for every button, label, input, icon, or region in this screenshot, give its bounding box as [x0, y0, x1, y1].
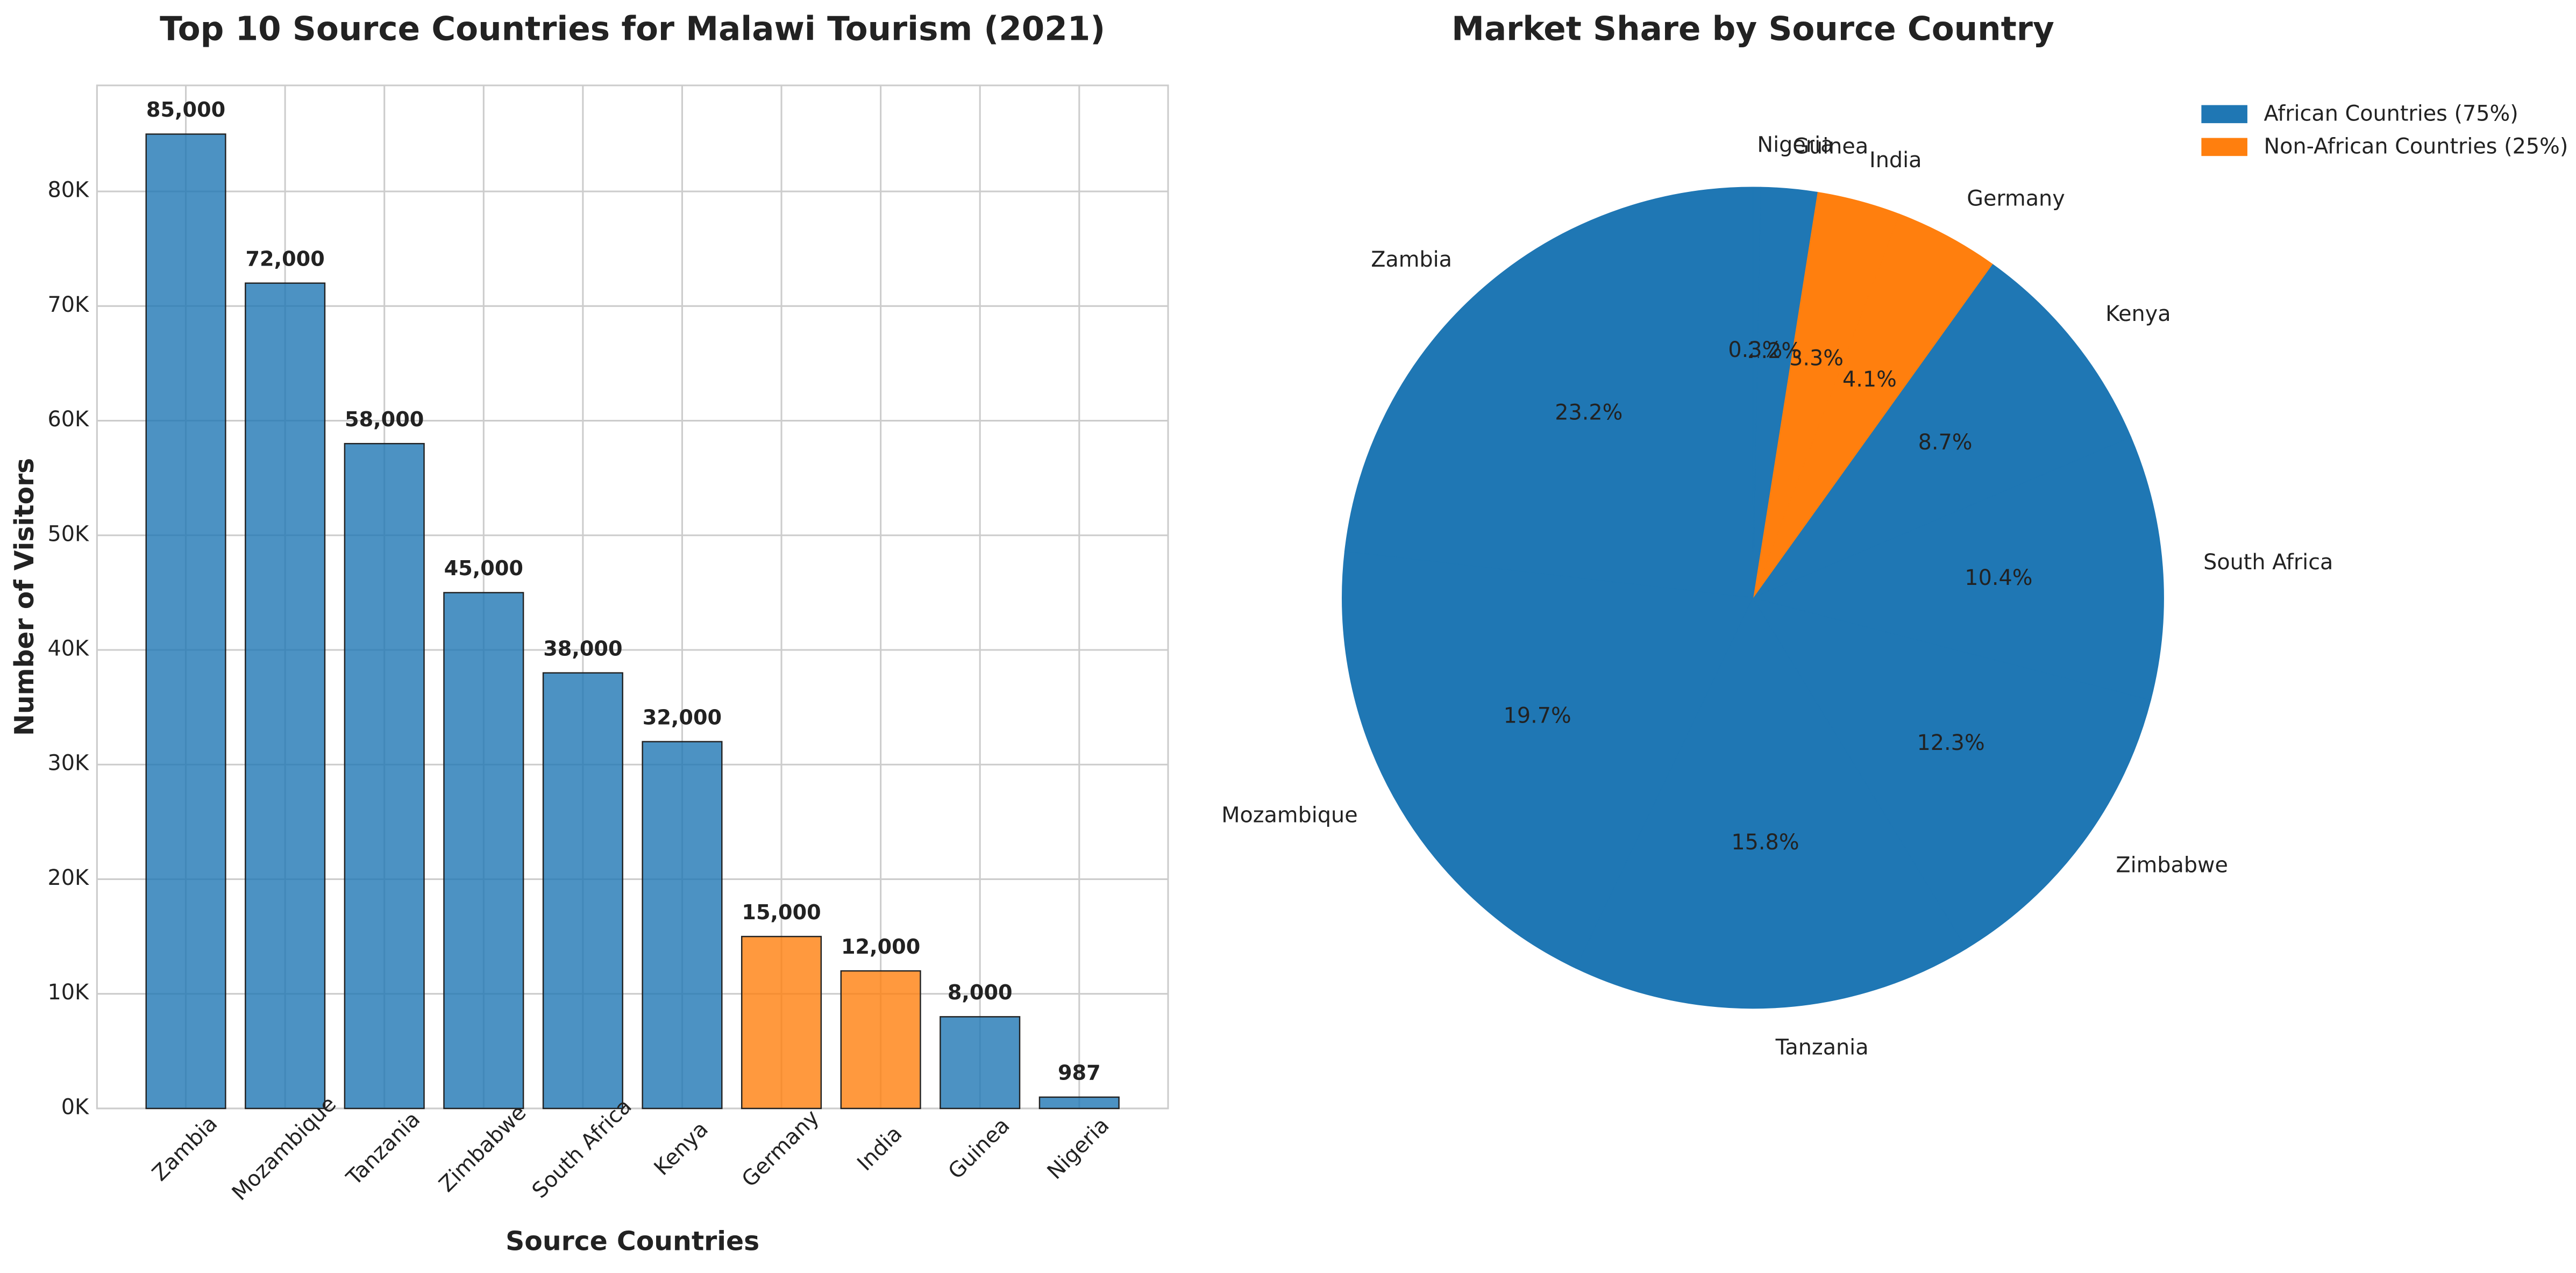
x-tick-label: Guinea: [943, 1113, 1014, 1184]
bar: [443, 592, 524, 1110]
x-tick-label: Kenya: [649, 1117, 713, 1180]
legend-label: Non-African Countries (25%): [2264, 134, 2568, 159]
value-label: 12,000: [841, 935, 920, 959]
bar: [940, 1016, 1021, 1110]
bar: [245, 282, 326, 1110]
y-tick-label: 30K: [48, 751, 90, 776]
slice-label: Kenya: [2105, 302, 2171, 326]
y-tick-label: 70K: [48, 292, 90, 317]
bar: [1038, 1096, 1120, 1110]
slice-label: Nigeria: [1757, 132, 1833, 157]
value-label: 85,000: [146, 98, 225, 122]
x-tick-label: Germany: [737, 1105, 824, 1192]
pie-slice: [1752, 187, 1761, 598]
percent-label: 4.1%: [1842, 367, 1897, 392]
bar: [840, 970, 921, 1110]
x-axis-label: Source Countries: [506, 1226, 759, 1256]
value-label: 32,000: [643, 706, 722, 730]
value-label: 15,000: [742, 901, 821, 925]
y-tick-label: 40K: [48, 636, 90, 661]
y-axis-label: Number of Visitors: [9, 458, 40, 736]
percent-label: 15.8%: [1731, 830, 1799, 855]
legend-swatch: [2201, 105, 2247, 124]
x-tick-label: Zimbabwe: [435, 1100, 531, 1197]
slice-label: India: [1869, 148, 1922, 173]
y-tick-label: 0K: [61, 1095, 89, 1119]
percent-label: 3.3%: [1789, 346, 1844, 371]
slice-label: Germany: [1967, 186, 2065, 211]
chart-title: Market Share by Source Country: [1451, 10, 2054, 48]
x-tick-label: India: [852, 1121, 907, 1176]
y-tick-label: 80K: [48, 178, 90, 203]
slice-label: Zambia: [1371, 247, 1452, 272]
y-tick-label: 10K: [48, 980, 90, 1005]
pie-slice: [1752, 597, 2152, 949]
percent-label: 8.7%: [1918, 430, 1973, 455]
value-label: 45,000: [444, 557, 523, 581]
bar: [344, 442, 425, 1110]
slice-label: Zimbabwe: [2116, 853, 2228, 878]
percent-label: 12.3%: [1917, 731, 1985, 755]
pie-slice: [1342, 550, 1754, 969]
bar: [741, 935, 822, 1110]
y-tick-label: 20K: [48, 866, 90, 890]
value-label: 58,000: [345, 408, 424, 432]
y-tick-label: 60K: [48, 407, 90, 432]
bar: [542, 672, 623, 1110]
chart-title: Top 10 Source Countries for Malawi Touri…: [160, 10, 1105, 48]
value-label: 72,000: [245, 247, 324, 271]
percent-label: 0.3%: [1728, 338, 1782, 362]
percent-label: 10.4%: [1965, 566, 2032, 590]
legend-label: African Countries (75%): [2264, 101, 2518, 126]
slice-label: Guinea: [1792, 134, 1868, 159]
slice-label: South Africa: [2203, 550, 2333, 575]
pie-slice: [1575, 597, 1967, 1009]
pie-slice: [1752, 213, 1993, 598]
slice-label: Mozambique: [1221, 803, 1357, 827]
value-label: 38,000: [543, 637, 622, 661]
x-tick-label: Tanzania: [341, 1107, 425, 1190]
x-tick-label: Nigeria: [1043, 1113, 1114, 1184]
y-tick-label: 50K: [48, 521, 90, 546]
bar: [145, 133, 226, 1110]
pie-slice: [1752, 437, 2164, 700]
bar: [642, 741, 723, 1110]
pie-slice: [1344, 187, 1754, 598]
value-label: 8,000: [948, 981, 1013, 1005]
x-tick-label: Zambia: [147, 1111, 222, 1186]
legend-swatch: [2201, 138, 2247, 156]
value-label: 987: [1058, 1062, 1101, 1085]
pie-slice: [1752, 263, 2132, 599]
x-tick-label: South Africa: [528, 1094, 637, 1203]
slice-label: Tanzania: [1775, 1035, 1869, 1060]
percent-label: 23.2%: [1555, 401, 1623, 425]
percent-label: 19.7%: [1504, 703, 1571, 728]
plot-frame: [96, 84, 1169, 1110]
